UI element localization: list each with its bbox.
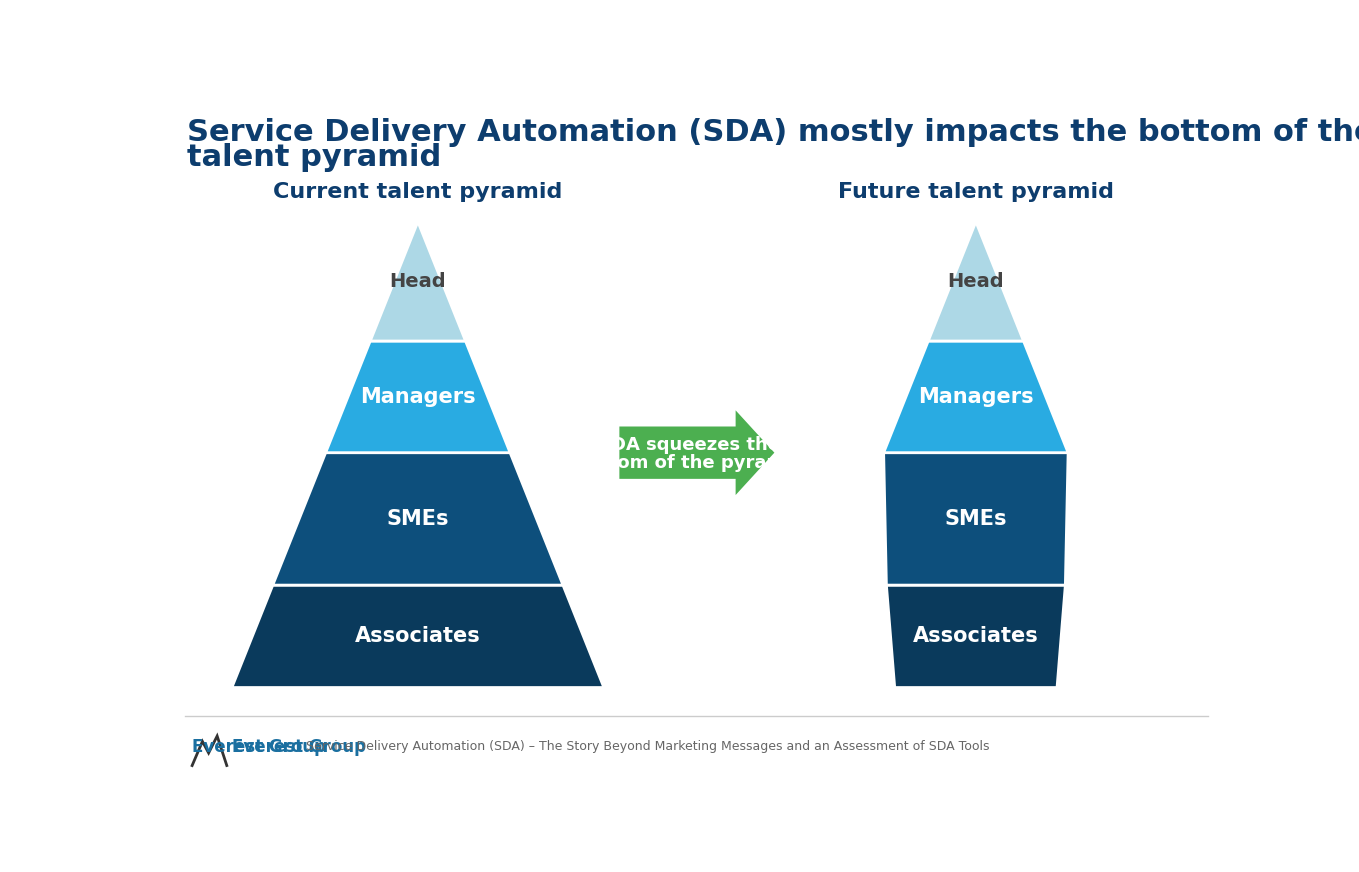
Text: Service Delivery Automation (SDA) mostly impacts the bottom of the: Service Delivery Automation (SDA) mostly… xyxy=(188,118,1359,146)
Text: Head: Head xyxy=(390,272,446,291)
Text: SDA squeezes the: SDA squeezes the xyxy=(598,436,780,454)
Text: Everest Group: Everest Group xyxy=(232,738,366,756)
Polygon shape xyxy=(370,221,466,341)
Text: Head: Head xyxy=(947,272,1004,291)
Text: bottom of the pyramid: bottom of the pyramid xyxy=(575,454,803,473)
Polygon shape xyxy=(886,585,1065,687)
Text: SMEs: SMEs xyxy=(386,509,448,529)
Text: Service Delivery Automation (SDA) – The Story Beyond Marketing Messages and an A: Service Delivery Automation (SDA) – The … xyxy=(306,740,989,753)
Text: Associates: Associates xyxy=(913,626,1038,646)
Text: Managers: Managers xyxy=(360,387,476,407)
Polygon shape xyxy=(326,341,510,453)
Text: Future talent pyramid: Future talent pyramid xyxy=(839,182,1114,202)
Text: Managers: Managers xyxy=(919,387,1034,407)
Text: SMEs: SMEs xyxy=(945,509,1007,529)
Text: Associates: Associates xyxy=(355,626,481,646)
Polygon shape xyxy=(883,341,1068,453)
Polygon shape xyxy=(232,585,603,687)
Polygon shape xyxy=(620,411,775,495)
Text: Current talent pyramid: Current talent pyramid xyxy=(273,182,563,202)
Polygon shape xyxy=(883,453,1068,585)
Text: Everest Group: Everest Group xyxy=(192,738,326,756)
Polygon shape xyxy=(273,453,563,585)
Text: talent pyramid: talent pyramid xyxy=(188,143,442,172)
Polygon shape xyxy=(928,221,1023,341)
